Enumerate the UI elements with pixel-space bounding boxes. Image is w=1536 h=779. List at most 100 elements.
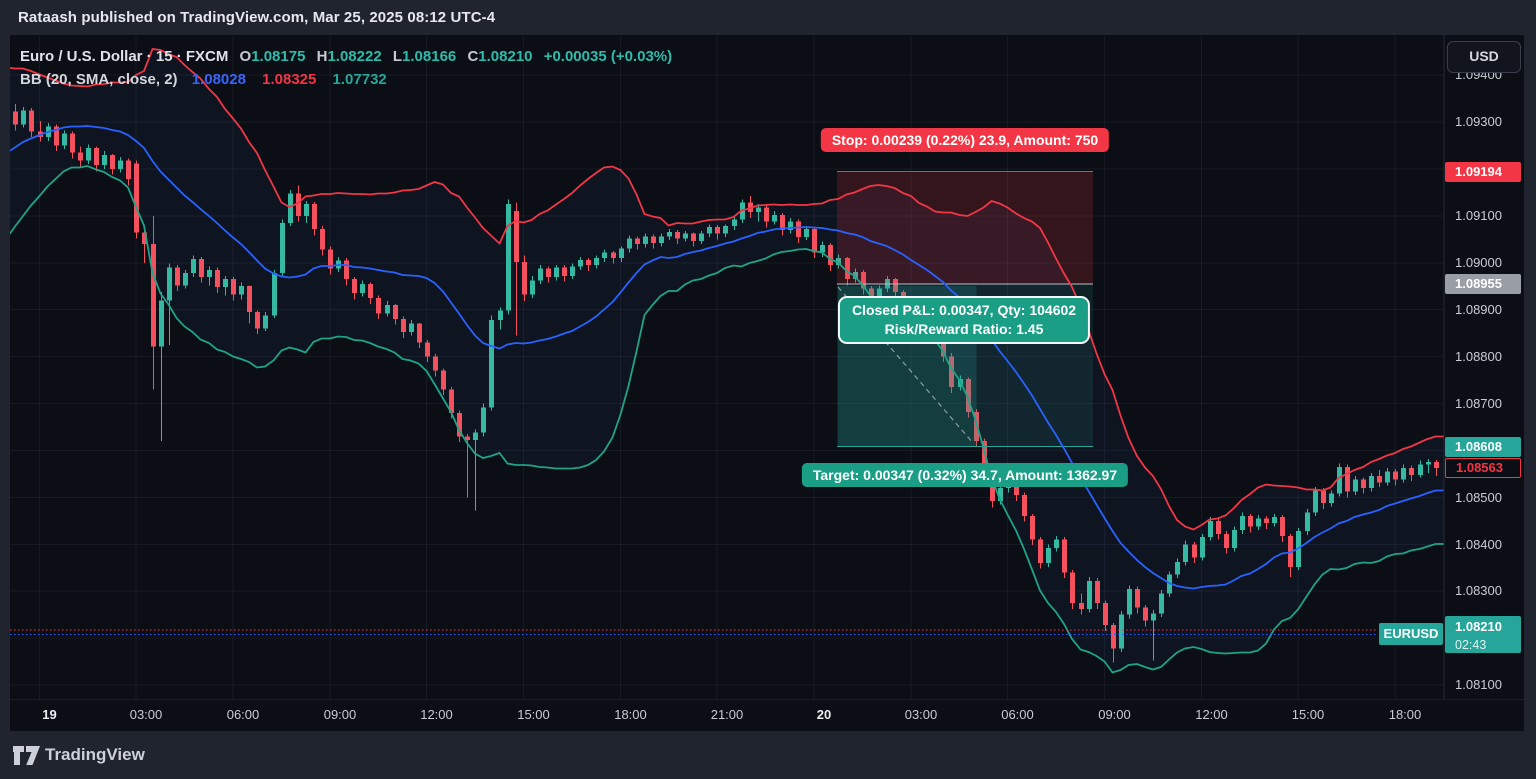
candle [941, 335, 946, 357]
candle [441, 370, 446, 390]
time-axis-label: 06:00 [1001, 707, 1034, 722]
tradingview-brand-text[interactable]: TradingView [45, 745, 145, 764]
candle [675, 232, 680, 239]
candle [546, 268, 551, 277]
candle [1305, 512, 1310, 531]
candle [853, 272, 858, 279]
candle [619, 248, 624, 258]
candle [498, 310, 503, 320]
close-key: C [467, 48, 479, 65]
current-price-tag: 1.08210 02:43 [1445, 615, 1521, 653]
stop-price-tag: 1.09194 [1445, 161, 1521, 182]
candle [191, 259, 196, 273]
candle [110, 155, 115, 169]
candle [820, 245, 825, 253]
time-axis-label: 19 [42, 707, 57, 722]
candle [86, 148, 91, 161]
time-axis-label: 15:00 [1291, 707, 1325, 722]
high-key: H [316, 48, 328, 65]
time-axis[interactable]: 19 03:00 06:00 09:00 12:00 15:00 18:00 21:00 20 0… [10, 700, 1524, 731]
closed-pnl-tooltip[interactable]: Closed P&L: 0.00347, Qty: 104602 Risk/Re… [837, 296, 1091, 344]
price-axis-label: 1.08400 [1455, 536, 1502, 552]
candle [1079, 603, 1084, 609]
time-axis-label: 18:00 [614, 707, 647, 722]
candle [756, 207, 761, 212]
candle [1418, 464, 1423, 475]
candle [1111, 625, 1116, 649]
candle [1216, 521, 1221, 534]
candle [699, 233, 704, 241]
time-axis-label: 12:00 [420, 707, 453, 722]
candle [1127, 589, 1132, 615]
trade-path-line [837, 286, 974, 444]
candle [134, 163, 139, 233]
candle [239, 286, 244, 295]
bb-basis-value: 1.08028 [191, 71, 246, 88]
candle [118, 160, 123, 169]
candle [409, 323, 414, 332]
candle [1224, 534, 1229, 548]
take-profit-badge[interactable]: Target: 0.00347 (0.32%) 34.7, Amount: 13… [801, 462, 1129, 487]
price-axis-label: 1.08700 [1455, 395, 1502, 411]
price-axis-label: 1.08500 [1455, 489, 1502, 505]
candle [861, 272, 866, 289]
candle [1313, 490, 1318, 513]
candle [707, 227, 712, 234]
candle [1135, 589, 1140, 608]
candle [449, 389, 454, 413]
price-axis[interactable]: 1.09400 1.09300 1.09100 1.09000 1.08900 1.088… [1444, 35, 1524, 731]
candle [393, 305, 398, 319]
candle [352, 279, 357, 293]
bar-countdown: 02:43 [1455, 637, 1487, 652]
current-price-value: 1.08210 [1455, 618, 1502, 634]
candle [845, 258, 850, 279]
candle [78, 152, 83, 161]
candle [1401, 468, 1406, 480]
page-footer: TradingView [0, 731, 1536, 779]
candle [538, 268, 543, 281]
candle [126, 160, 131, 179]
candle [13, 111, 18, 125]
low-value: 1.08166 [402, 48, 457, 65]
candle [401, 319, 406, 332]
stop-zone[interactable] [837, 171, 1093, 285]
stop-loss-badge[interactable]: Stop: 0.00239 (0.22%) 23.9, Amount: 750 [820, 127, 1110, 152]
candle [1038, 539, 1043, 563]
candle [1409, 468, 1414, 475]
candle [1426, 462, 1431, 465]
price-axis-label: 1.08800 [1455, 348, 1502, 364]
time-axis-label: 09:00 [1098, 707, 1131, 722]
candle [417, 323, 422, 343]
candle [594, 258, 599, 265]
publish-header: Rataash published on TradingView.com, Ma… [0, 0, 1536, 35]
candle [611, 252, 616, 258]
candle [1361, 479, 1366, 488]
candle [1192, 544, 1197, 558]
candle [877, 288, 882, 301]
indicator-legend-row[interactable]: BB (20, SMA, close, 2) 1.08028 1.08325 1… [20, 68, 672, 91]
pnl-line1: Closed P&L: 0.00347, Qty: 104602 [851, 302, 1077, 318]
candle [1143, 607, 1148, 621]
candle [1046, 548, 1051, 563]
tradingview-logo-icon[interactable] [13, 746, 40, 765]
candle [659, 236, 664, 243]
candle [1337, 467, 1342, 494]
candle [94, 148, 99, 165]
candle [199, 259, 204, 277]
bollinger-layer [10, 49, 1444, 673]
symbol-legend-row[interactable]: Euro / U.S. Dollar · 15 · FXCM O1.08175 … [20, 45, 672, 68]
candle [70, 133, 75, 153]
candle [949, 356, 954, 387]
candle [1272, 517, 1277, 523]
candle [1329, 493, 1334, 503]
candle [804, 229, 809, 237]
symbol-title[interactable]: Euro / U.S. Dollar · 15 · FXCM [20, 48, 229, 65]
candle [29, 110, 34, 132]
bb-indicator-title[interactable]: BB (20, SMA, close, 2) [20, 71, 178, 88]
candle [998, 488, 1003, 501]
currency-toggle-button[interactable]: USD [1447, 41, 1521, 73]
candle [489, 320, 494, 408]
bb-upper-line [10, 48, 1444, 531]
candle [780, 215, 785, 230]
